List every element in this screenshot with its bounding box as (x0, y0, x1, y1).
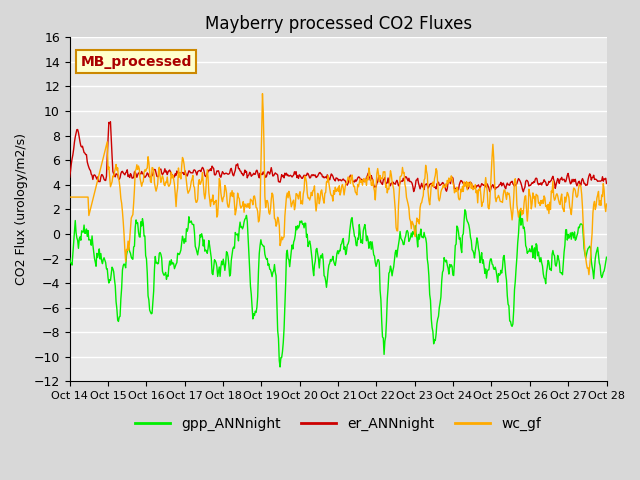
Text: MB_processed: MB_processed (81, 55, 192, 69)
Legend: gpp_ANNnight, er_ANNnight, wc_gf: gpp_ANNnight, er_ANNnight, wc_gf (129, 411, 547, 436)
Title: Mayberry processed CO2 Fluxes: Mayberry processed CO2 Fluxes (205, 15, 472, 33)
Y-axis label: CO2 Flux (urology/m2/s): CO2 Flux (urology/m2/s) (15, 133, 28, 286)
